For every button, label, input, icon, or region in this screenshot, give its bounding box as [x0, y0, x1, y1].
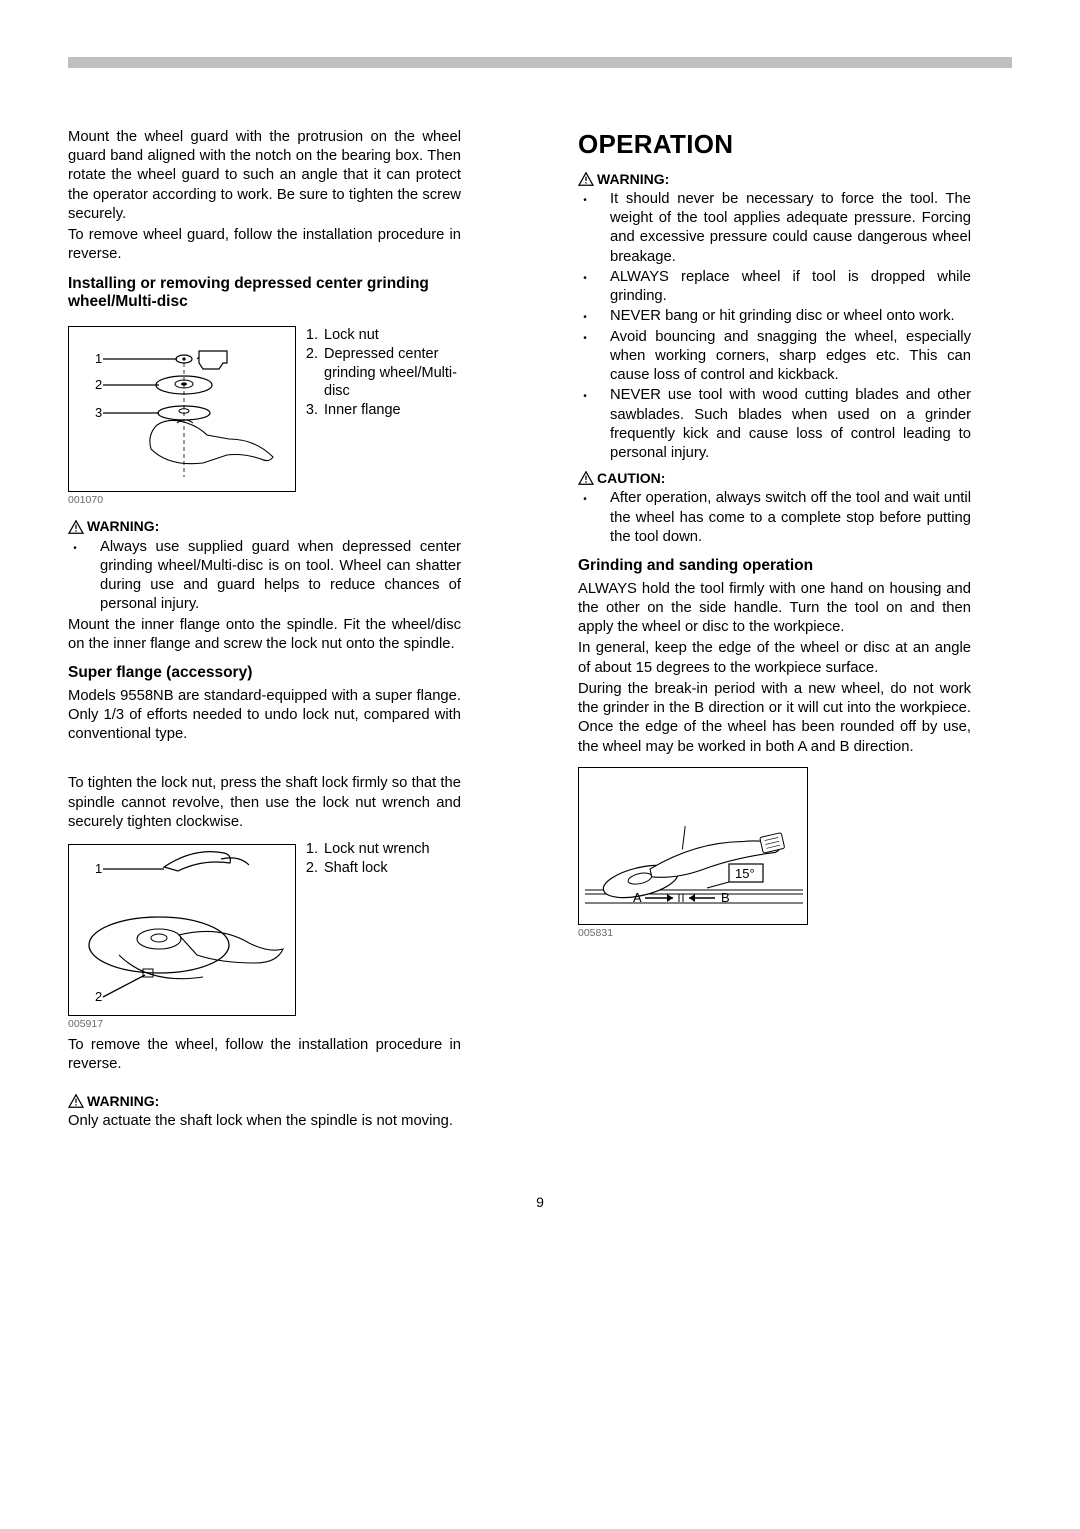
heading-super-flange: Super flange (accessory): [68, 664, 461, 683]
heading-install-wheel: Installing or removing depressed center …: [68, 275, 461, 312]
para-mount-flange: Mount the inner flange onto the spindle.…: [68, 616, 461, 654]
svg-text:2: 2: [95, 989, 102, 1004]
warn-item: Avoid bouncing and snagging the wheel, e…: [610, 328, 971, 386]
left-column: Mount the wheel guard with the protrusio…: [68, 128, 461, 1134]
warning-op-list: •It should never be necessary to force t…: [578, 190, 971, 463]
svg-text:3: 3: [95, 405, 102, 420]
para-tighten-lock: To tighten the lock nut, press the shaft…: [68, 774, 461, 832]
caution-list: •After operation, always switch off the …: [578, 489, 971, 547]
warning-icon: [68, 520, 84, 534]
svg-text:1: 1: [95, 351, 102, 366]
warning-2-text: Only actuate the shaft lock when the spi…: [68, 1112, 461, 1131]
para-super-flange: Models 9558NB are standard-equipped with…: [68, 687, 461, 745]
caution-label: CAUTION:: [578, 469, 971, 487]
label-lock-nut-wrench: Lock nut wrench: [322, 840, 430, 859]
figure-005917-row: 1 2: [68, 834, 461, 1036]
figure-001070-id: 001070: [68, 494, 296, 508]
figure-005831-id: 005831: [578, 927, 971, 941]
dir-a-label: A: [633, 890, 642, 905]
heading-grinding: Grinding and sanding operation: [578, 557, 971, 576]
warning-icon: [578, 172, 594, 186]
warning-icon: [578, 471, 594, 485]
para-remove-guard: To remove wheel guard, follow the instal…: [68, 226, 461, 264]
para-breakin: During the break-in period with a new wh…: [578, 680, 971, 757]
heading-operation: OPERATION: [578, 128, 971, 162]
warning-icon: [68, 1094, 84, 1108]
warn-item: NEVER use tool with wood cutting blades …: [610, 386, 971, 463]
page-body: Mount the wheel guard with the protrusio…: [0, 68, 1080, 1154]
para-remove-wheel: To remove the wheel, follow the installa…: [68, 1036, 461, 1074]
svg-text:2: 2: [95, 377, 102, 392]
right-column: OPERATION WARNING: •It should never be n…: [578, 128, 971, 1134]
warn-item: ALWAYS replace wheel if tool is dropped …: [610, 268, 971, 306]
para-mount-guard: Mount the wheel guard with the protrusio…: [68, 128, 461, 224]
figure-001070-row: 1 2 3: [68, 316, 461, 512]
label-lock-nut: Lock nut: [322, 326, 461, 345]
warning-1-label: WARNING:: [68, 517, 461, 535]
caution-item: After operation, always switch off the t…: [610, 489, 971, 547]
svg-text:1: 1: [95, 861, 102, 876]
figure-005917-id: 005917: [68, 1018, 296, 1032]
warning-2-label: WARNING:: [68, 1092, 461, 1110]
label-shaft-lock: Shaft lock: [322, 859, 430, 878]
warn-item: NEVER bang or hit grinding disc or wheel…: [610, 307, 971, 326]
figure-001070-legend: Lock nut Depressed center grinding wheel…: [306, 316, 461, 420]
label-inner-flange: Inner flange: [322, 401, 461, 420]
warn-item: It should never be necessary to force th…: [610, 190, 971, 267]
header-rule: [68, 57, 1012, 68]
figure-005917: 1 2: [68, 844, 296, 1016]
para-angle: In general, keep the edge of the wheel o…: [578, 639, 971, 677]
angle-label: 15°: [735, 866, 755, 881]
figure-005831: 15° A B: [578, 767, 808, 925]
warning-op-label: WARNING:: [578, 170, 971, 188]
label-depressed-wheel: Depressed center grinding wheel/Multi-di…: [322, 345, 461, 402]
figure-005917-legend: Lock nut wrench Shaft lock: [306, 834, 430, 878]
warning-1-list: •Always use supplied guard when depresse…: [68, 538, 461, 615]
figure-001070: 1 2 3: [68, 326, 296, 492]
page-number: 9: [0, 1194, 1080, 1250]
warning-1-item: Always use supplied guard when depressed…: [100, 538, 461, 615]
dir-b-label: B: [721, 890, 730, 905]
para-hold-tool: ALWAYS hold the tool firmly with one han…: [578, 580, 971, 638]
